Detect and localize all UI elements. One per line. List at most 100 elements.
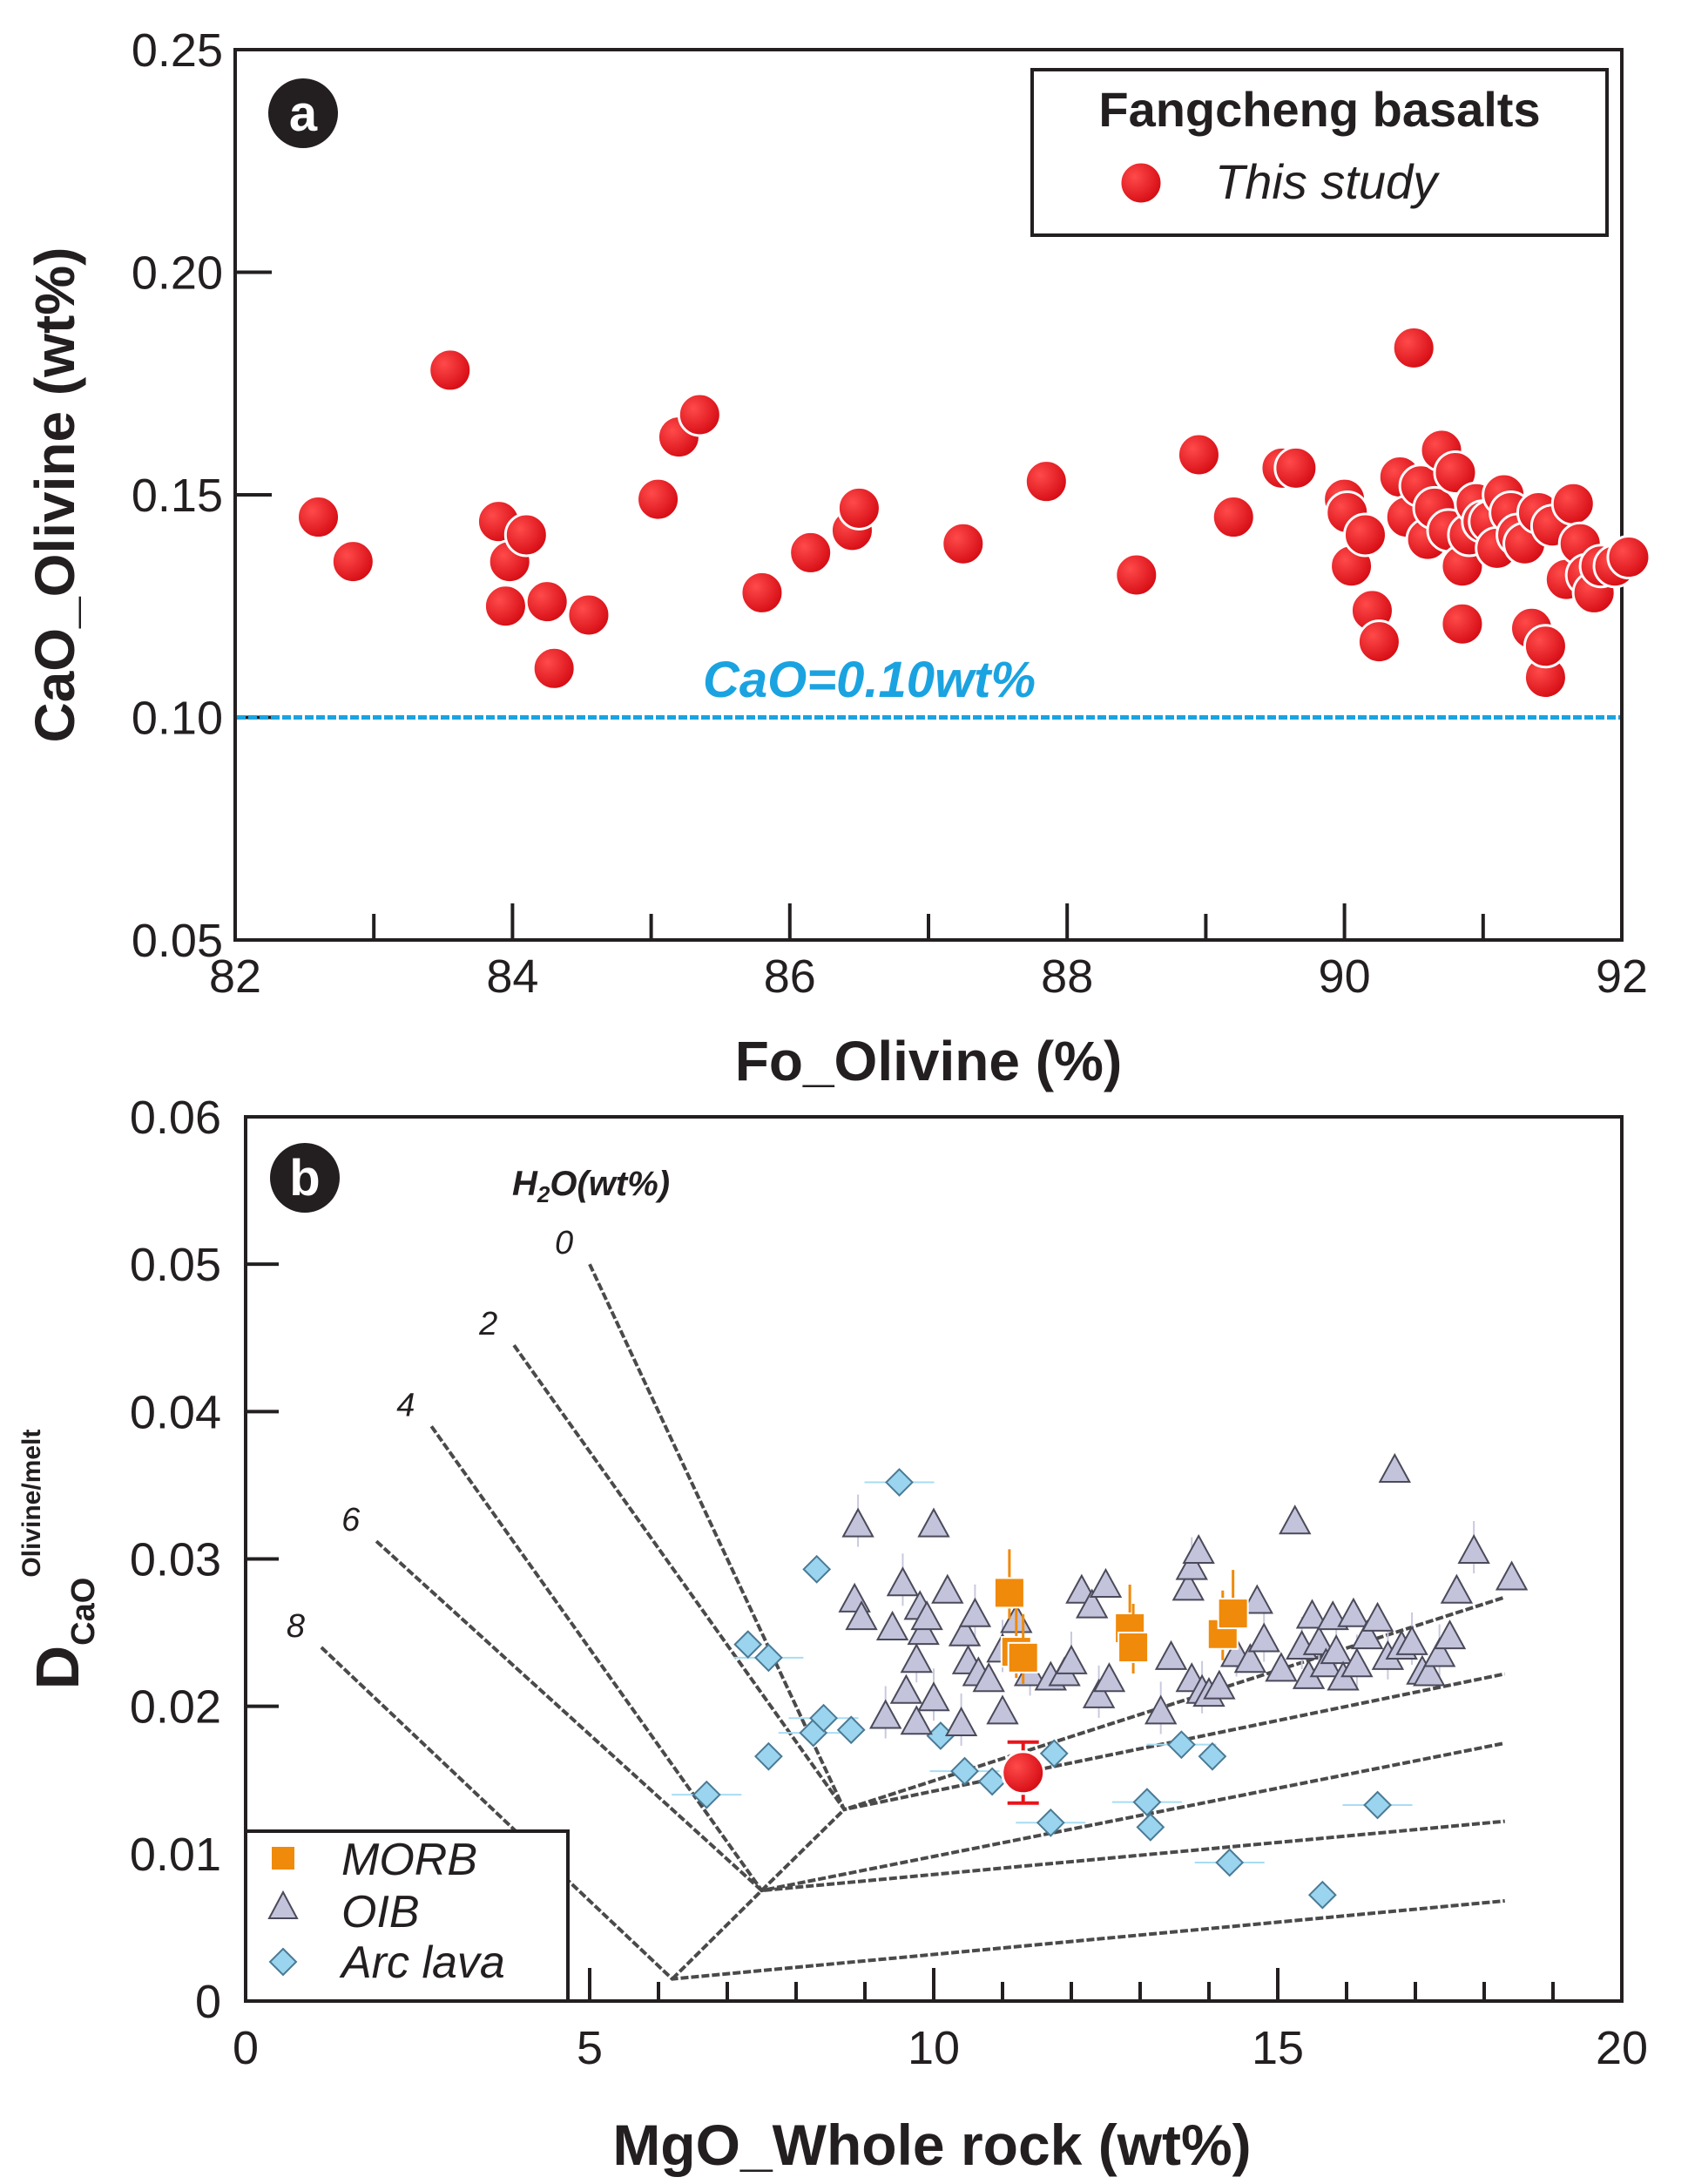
panel-b-y-axis-title: DCaO Olivine/melt <box>17 1430 102 1690</box>
panel-b-h2o-title: H2O(wt%) <box>512 1165 670 1207</box>
arc-lava-point <box>1307 1880 1337 1910</box>
oib-point <box>900 1705 933 1735</box>
oib-point <box>1265 1652 1298 1682</box>
oib-point <box>1233 1643 1267 1673</box>
legend-oib-label: OIB <box>341 1887 420 1937</box>
oib-point <box>1457 1533 1490 1565</box>
oib-point <box>1433 1619 1467 1650</box>
panel-a-label: a <box>268 78 338 148</box>
morb-point <box>993 1577 1025 1609</box>
panel-a-label-text: a <box>289 85 318 142</box>
panel-a-data-point <box>1391 325 1436 370</box>
panel-a-ticks: 82 84 86 88 90 92 0.05 0.10 0.15 0.20 0.25 <box>132 24 1648 1003</box>
panel-b-label-text: b <box>289 1150 320 1207</box>
panel-a-data-point <box>1342 512 1388 558</box>
oib-point <box>972 1662 1005 1693</box>
arc-lava-point <box>802 1554 832 1584</box>
panel-a-x-tick-label: 86 <box>764 950 816 1003</box>
h2o-title-rest: O(wt%) <box>550 1165 670 1203</box>
oib-point <box>1082 1678 1116 1708</box>
arc-lava-point <box>977 1767 1007 1796</box>
arc-lava-point <box>1132 1788 1162 1817</box>
panel-a-data-point <box>1356 619 1401 665</box>
panel-b-x-tick-label: 5 <box>577 2022 603 2074</box>
oib-point <box>841 1507 874 1538</box>
arc-lava-point <box>1363 1790 1392 1820</box>
panel-a-data-point <box>788 530 834 575</box>
oib-point <box>907 1615 940 1646</box>
h2o-model-label-8: 8 <box>287 1608 305 1645</box>
arc-lava-point <box>753 1741 783 1771</box>
panel-a-y-tick-label: 0.20 <box>132 247 223 300</box>
oib-point <box>910 1600 943 1631</box>
h2o-model-line-8 <box>320 1646 1505 1981</box>
arc-lava-point <box>1166 1730 1196 1760</box>
h2o-title-sub: 2 <box>537 1181 550 1207</box>
panel-b-y-tick-label: 0.03 <box>130 1534 221 1586</box>
oib-point <box>958 1597 992 1627</box>
panel-a-data-point <box>330 539 375 585</box>
y-title-d: D <box>24 1646 91 1690</box>
panel-b-legend: MORB OIB Arc lava <box>244 1829 570 2003</box>
panel-a-data-point <box>1114 552 1159 598</box>
panel-a-data-point <box>1023 459 1069 504</box>
panel-b-x-tick-label: 0 <box>233 2022 259 2074</box>
panel-b-y-tick-label: 0.06 <box>130 1092 221 1144</box>
panel-a-y-tick-label: 0.05 <box>132 915 223 967</box>
oib-point <box>1182 1533 1215 1565</box>
fangcheng-point <box>1001 1750 1046 1795</box>
panel-b-y-tick-label: 0.02 <box>130 1681 221 1734</box>
panel-b-x-tick-label: 10 <box>908 2022 960 2074</box>
panel-b-points <box>672 1452 1529 1910</box>
y-title-sub: CaO <box>65 1578 102 1646</box>
arc-lava-point <box>692 1780 721 1809</box>
panel-a-data-point <box>1606 535 1651 580</box>
oib-point <box>1055 1644 1088 1674</box>
oib-point <box>886 1566 920 1597</box>
legend-morb-label: MORB <box>341 1835 477 1885</box>
panel-b-y-tick-label: 0.01 <box>130 1829 221 1881</box>
panel-a-data-point <box>1523 624 1568 669</box>
panel-b-y-axis-title-text: DCaO Olivine/melt <box>17 1430 102 1690</box>
panel-a-legend-box <box>1030 68 1609 237</box>
arc-lava-point <box>1198 1741 1227 1771</box>
panel-a-legend-title: Fangcheng basalts <box>1098 82 1540 137</box>
panel-a-data-point <box>503 512 549 558</box>
oib-point <box>1076 1588 1109 1619</box>
arc-lava-point <box>733 1630 763 1660</box>
panel-b-label: b <box>270 1143 340 1213</box>
oib-point <box>1440 1573 1474 1604</box>
panel-b-legend-box <box>244 1829 570 2003</box>
panel-a-x-tick-label: 82 <box>209 950 261 1003</box>
panel-a-reference-label: CaO=0.10wt% <box>703 652 1036 708</box>
oib-point <box>1422 1637 1456 1667</box>
panel-a-x-tick-label: 90 <box>1319 950 1371 1003</box>
panel-b-label-circle <box>270 1143 340 1213</box>
oib-point <box>1175 1550 1208 1580</box>
panel-a-legend-entry-label: This study <box>1215 154 1440 209</box>
legend-oib-marker <box>267 1890 299 1919</box>
panel-a-data-point <box>836 485 881 531</box>
oib-point <box>944 1706 978 1736</box>
panel-a-x-tick-label: 92 <box>1596 950 1648 1003</box>
panel-a-data-point <box>636 477 681 522</box>
panel-a-legend-marker <box>1118 160 1164 206</box>
h2o-model-line-6 <box>375 1539 1505 1893</box>
panel-a-data-point <box>531 646 577 691</box>
arc-lava-point <box>1215 1848 1245 1877</box>
h2o-model-label-0: 0 <box>555 1225 573 1261</box>
panel-a-data-point <box>296 495 341 540</box>
panel-a-data-point <box>1176 432 1221 477</box>
legend-arc-marker <box>268 1947 298 1977</box>
h2o-model-line-2 <box>512 1344 1506 1812</box>
oib-point <box>1378 1452 1411 1483</box>
morb-point <box>1117 1632 1150 1663</box>
arc-lava-point <box>1036 1808 1065 1837</box>
h2o-model-label-4: 4 <box>396 1387 415 1423</box>
panel-b-x-axis-title: MgO_Whole rock (wt%) <box>612 2113 1251 2177</box>
oib-point <box>1302 1625 1336 1655</box>
panel-a-data-point <box>1211 495 1256 540</box>
panel-b-x-tick-label: 20 <box>1596 2022 1648 2074</box>
oib-point <box>986 1694 1019 1725</box>
oib-point <box>869 1699 902 1729</box>
